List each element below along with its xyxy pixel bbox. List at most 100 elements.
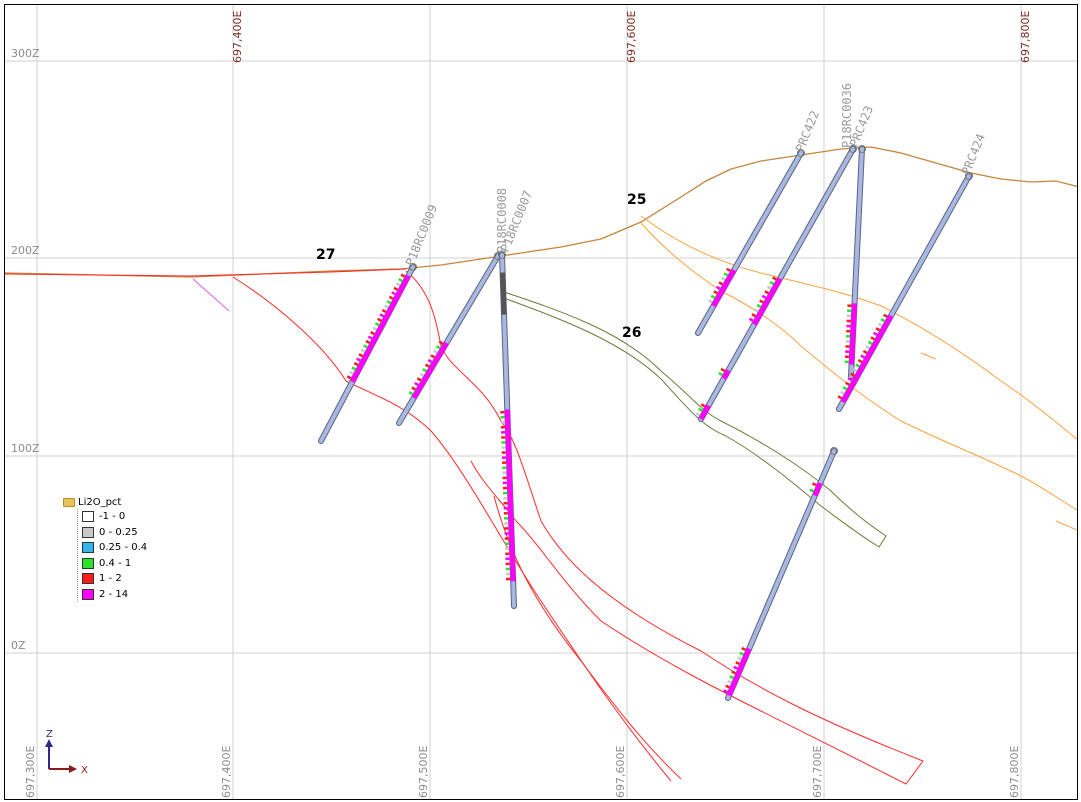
assay-tick	[839, 390, 845, 395]
assay-tick	[419, 372, 425, 377]
assay-tick	[346, 375, 352, 380]
assay-tick	[438, 340, 444, 345]
easting-label: 697,500E	[417, 746, 430, 798]
z-label: 0Z	[11, 639, 26, 652]
assay-tick	[842, 386, 848, 391]
easting-label: 697,400E	[220, 746, 233, 798]
drillhole[interactable]	[844, 145, 866, 379]
assay-tick	[400, 273, 406, 278]
section-label: 27	[316, 247, 335, 263]
section-label: 25	[627, 192, 646, 208]
assay-tick	[710, 294, 716, 299]
assay-tick	[857, 358, 863, 364]
assay-tick	[727, 679, 732, 684]
assay-tick	[698, 407, 703, 412]
assay-tick	[720, 367, 726, 373]
collar-marker	[830, 447, 838, 455]
assay-tick	[769, 280, 775, 286]
folder-icon	[63, 497, 75, 507]
drillhole[interactable]	[396, 252, 502, 426]
legend-items: -1 - 0 0 - 0.25 0.25 - 0.4 0.4 - 1 1 - 2 2 - …	[77, 509, 147, 602]
easting-bottom-labels: 697,300E 697,400E 697,500E 697,600E 697,…	[24, 746, 1021, 798]
assay-tick	[748, 317, 754, 322]
drillhole[interactable]	[836, 172, 973, 412]
drillhole-traces[interactable]	[318, 145, 973, 701]
assay-tick	[388, 295, 394, 300]
assay-tick	[852, 368, 858, 373]
easting-label: 697,400E	[231, 11, 244, 63]
olive-contact-lines	[500, 290, 887, 548]
assay-tick	[729, 675, 734, 680]
assay-tick	[374, 322, 380, 327]
axis-indicator: Z X	[45, 729, 88, 776]
easting-label: 697,700E	[811, 746, 824, 798]
assay-tick	[847, 377, 853, 382]
legend-swatch	[82, 542, 94, 554]
assay-tick	[739, 651, 744, 656]
drillhole[interactable]	[723, 447, 838, 701]
easting-top-labels: 697,400E 697,600E 697,800E	[231, 11, 1032, 63]
assay-tick	[413, 381, 419, 387]
legend-item: 0 - 0.25	[82, 525, 147, 541]
assay-tick	[363, 344, 368, 349]
legend: Li2O_pct -1 - 0 0 - 0.25 0.25 - 0.4 0.4 - 1…	[63, 495, 147, 602]
assay-tick	[349, 370, 354, 375]
assay-tick	[726, 267, 731, 272]
assay-tick	[708, 299, 713, 304]
legend-label: 1 - 2	[99, 573, 122, 585]
cross-section-canvas[interactable]: 300Z 200Z 100Z 0Z 697,400E 697,600E 697,…	[5, 5, 1078, 800]
drillhole[interactable]	[318, 263, 417, 444]
easting-label: 697,800E	[1019, 11, 1032, 63]
assay-tick	[391, 291, 396, 296]
legend-label: 0.4 - 1	[99, 557, 132, 569]
legend-title-row[interactable]: Li2O_pct	[63, 495, 147, 509]
magenta-trace	[192, 278, 230, 312]
assay-tick	[377, 317, 382, 322]
assay-tick	[837, 395, 843, 400]
assay-tick	[408, 391, 414, 396]
legend-swatch	[82, 511, 94, 523]
legend-item: 1 - 2	[82, 571, 147, 587]
drillhole[interactable]	[695, 149, 805, 336]
legend-label: 0 - 0.25	[99, 526, 138, 538]
assay-tick	[860, 354, 865, 359]
assay-interval	[711, 268, 737, 308]
collar-marker	[409, 263, 417, 271]
easting-label: 697,300E	[24, 746, 37, 798]
assay-tick	[759, 299, 764, 304]
drillhole[interactable]	[498, 251, 517, 609]
assay-tick	[695, 412, 701, 417]
collar-marker	[858, 145, 866, 153]
assay-tick	[811, 482, 817, 487]
assay-interval	[752, 277, 783, 326]
z-label: 300Z	[11, 47, 40, 60]
assay-tick	[718, 371, 723, 377]
assay-tick	[865, 345, 871, 350]
easting-label: 697,600E	[614, 746, 627, 798]
assay-interval	[721, 369, 731, 380]
legend-label: 2 - 14	[99, 588, 129, 600]
legend-item: 0.25 - 0.4	[82, 540, 147, 556]
assay-tick	[723, 272, 729, 277]
assay-tick	[809, 488, 814, 493]
assay-tick	[398, 277, 403, 283]
easting-label: 697,600E	[625, 11, 638, 63]
assay-tick	[713, 290, 718, 295]
assay-tick	[756, 303, 762, 309]
assay-tick	[411, 386, 416, 391]
assay-tick	[365, 339, 371, 344]
assay-tick	[764, 290, 769, 295]
assay-tick	[867, 340, 873, 345]
hole-label: P18RC0008	[495, 188, 509, 253]
z-axis-label: Z	[46, 729, 53, 740]
legend-label: -1 - 0	[99, 511, 126, 523]
section-labels: 27 25 26	[316, 192, 646, 341]
assay-tick	[870, 336, 876, 341]
assay-tick	[435, 345, 441, 350]
legend-item: -1 - 0	[82, 509, 147, 525]
z-axis-labels: 300Z 200Z 100Z 0Z	[11, 47, 40, 652]
drillhole[interactable]	[695, 145, 857, 422]
assay-tick	[733, 665, 738, 670]
z-label: 100Z	[11, 442, 40, 455]
section-view[interactable]: 300Z 200Z 100Z 0Z 697,400E 697,600E 697,…	[4, 4, 1078, 800]
